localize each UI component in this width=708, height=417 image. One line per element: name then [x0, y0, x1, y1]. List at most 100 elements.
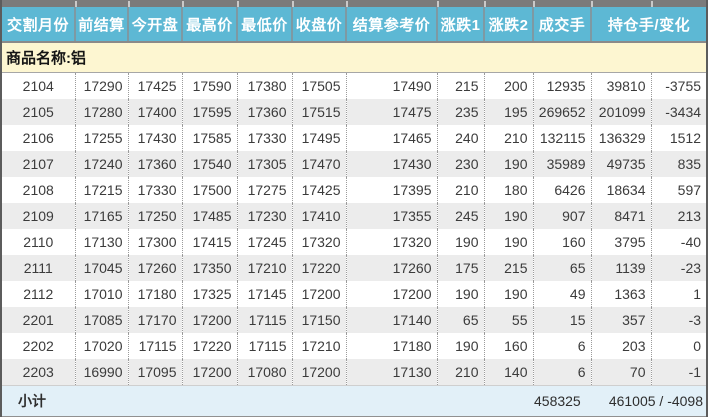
- cell-value: 1363: [591, 281, 652, 307]
- cell-value: 17320: [346, 229, 438, 255]
- cell-value: 17010: [75, 281, 129, 307]
- cell-value: 17325: [182, 281, 238, 307]
- table-row[interactable]: 2201 17085 17170 17200 17115 17150 17140 65 55 15…: [2, 307, 706, 333]
- cell-value: 17165: [75, 203, 129, 229]
- cell-value: 17320: [292, 229, 347, 255]
- cell-value: 17475: [346, 99, 438, 125]
- cell-value: 190: [437, 281, 485, 307]
- cell-value: 17330: [128, 177, 183, 203]
- table-row[interactable]: 2106 17255 17430 17585 17330 17495 17465 240 210…: [2, 125, 706, 151]
- cell-value: 17085: [75, 307, 129, 333]
- col-header-settlement-ref: 结算参考价: [346, 7, 438, 43]
- cell-month: 2109: [2, 203, 76, 229]
- cell-value: 140: [484, 359, 534, 386]
- cell-value: 16990: [75, 359, 129, 386]
- cell-value: 210: [484, 125, 534, 151]
- cell-value: 17485: [182, 203, 238, 229]
- table-row[interactable]: 2202 17020 17115 17220 17115 17210 17180 190 160…: [2, 333, 706, 359]
- cell-value: 203: [591, 333, 652, 359]
- cell-value: -3755: [665, 78, 702, 94]
- subtotal-row[interactable]: 小计 458325 461005 / -4098: [2, 385, 706, 416]
- cell-value: 160: [533, 229, 592, 255]
- cell-month: 2104: [2, 72, 76, 99]
- cell-value: 180: [484, 177, 534, 203]
- cell-value: 6426: [533, 177, 592, 203]
- cell-value: 240: [437, 125, 485, 151]
- cell-value: 17500: [182, 177, 238, 203]
- cell-value: 17305: [237, 151, 293, 177]
- cell-value: 17415: [182, 229, 238, 255]
- cell-value: 6: [533, 359, 592, 386]
- table-row[interactable]: 2107 17240 17360 17540 17305 17470 17430 230 190…: [2, 151, 706, 177]
- cell-value: 17210: [292, 333, 347, 359]
- cell-month: 2107: [2, 151, 76, 177]
- cell-value: 17145: [237, 281, 293, 307]
- cell-value: 17515: [292, 99, 347, 125]
- cell-value: 17045: [75, 255, 129, 281]
- cell-value: 597: [677, 182, 702, 198]
- cell-value: 17410: [292, 203, 347, 229]
- cell-value: 17260: [346, 255, 438, 281]
- cell-value: 17200: [292, 281, 347, 307]
- cell-value: 65: [437, 307, 485, 333]
- cell-value: 17215: [75, 177, 129, 203]
- cell-value: 201099: [591, 99, 652, 125]
- table-row[interactable]: 2105 17280 17400 17595 17360 17515 17475 235 195…: [2, 99, 706, 125]
- cell-value: 190: [437, 229, 485, 255]
- cell-value: 269652: [533, 99, 592, 125]
- cell-value: 17425: [292, 177, 347, 203]
- cell-value: 65: [533, 255, 592, 281]
- cell-value: 17395: [346, 177, 438, 203]
- cell-value: 907: [533, 203, 592, 229]
- cell-value: 17275: [237, 177, 293, 203]
- cell-value: 49735: [591, 151, 652, 177]
- subtotal-label: 小计: [2, 385, 533, 416]
- cell-value: 17130: [346, 359, 438, 386]
- cell-value: 17505: [292, 72, 347, 99]
- table-row[interactable]: 2110 17130 17300 17415 17245 17320 17320 190 190…: [2, 229, 706, 255]
- col-header-open-interest-change: 持仓手/变化: [591, 7, 706, 43]
- cell-value: 17330: [237, 125, 293, 151]
- cell-value: 17170: [128, 307, 183, 333]
- cell-value: 1: [693, 286, 702, 302]
- cell-value: 17140: [346, 307, 438, 333]
- cell-value: 17585: [182, 125, 238, 151]
- cell-value: -1: [651, 359, 706, 386]
- cell-value: 1512: [669, 130, 702, 146]
- cell-value: 17465: [346, 125, 438, 151]
- table-body: 2104 17290 17425 17590 17380 17505 17490 215 200…: [2, 72, 706, 386]
- cell-value: 17150: [292, 307, 347, 333]
- cell-value: 17230: [237, 203, 293, 229]
- table-row[interactable]: 2203 16990 17095 17200 17080 17200 17130 210 140…: [2, 359, 706, 386]
- table-row[interactable]: 2108 17215 17330 17500 17275 17425 17395 210 180…: [2, 177, 706, 203]
- cell-value: 17260: [128, 255, 183, 281]
- table-row[interactable]: 2111 17045 17260 17350 17210 17220 17260 175 215…: [2, 255, 706, 281]
- cell-value: 17470: [292, 151, 347, 177]
- subtotal-open-interest-change: 461005 / -4098: [591, 385, 706, 416]
- cell-month: 2110: [2, 229, 76, 255]
- cell-value: 357: [591, 307, 652, 333]
- col-header-open: 今开盘: [128, 7, 183, 43]
- cell-value: 55: [484, 307, 534, 333]
- cell-value: 17360: [237, 99, 293, 125]
- cell-value: 175: [437, 255, 485, 281]
- cell-value: 17200: [182, 307, 238, 333]
- cell-value: 210: [437, 359, 485, 386]
- cell-value: 39810: [591, 72, 652, 99]
- cell-value: 17180: [346, 333, 438, 359]
- cell-value: 17350: [182, 255, 238, 281]
- cell-value: 17430: [346, 151, 438, 177]
- table-row[interactable]: 2109 17165 17250 17485 17230 17410 17355 245 190…: [2, 203, 706, 229]
- cell-value: 17200: [292, 359, 347, 386]
- cell-value: 17245: [237, 229, 293, 255]
- cell-value: 17115: [237, 333, 293, 359]
- cell-value: -3434: [651, 99, 706, 125]
- cell-value: 213: [651, 203, 706, 229]
- cell-value: 70: [591, 359, 652, 386]
- product-name-label: 商品名称:铝: [2, 42, 706, 73]
- cell-value: 17130: [75, 229, 129, 255]
- cell-value: 17255: [75, 125, 129, 151]
- table-row[interactable]: 2112 17010 17180 17325 17145 17200 17200 190 190…: [2, 281, 706, 307]
- cell-value: 17430: [128, 125, 183, 151]
- table-row[interactable]: 2104 17290 17425 17590 17380 17505 17490 215 200…: [2, 72, 706, 99]
